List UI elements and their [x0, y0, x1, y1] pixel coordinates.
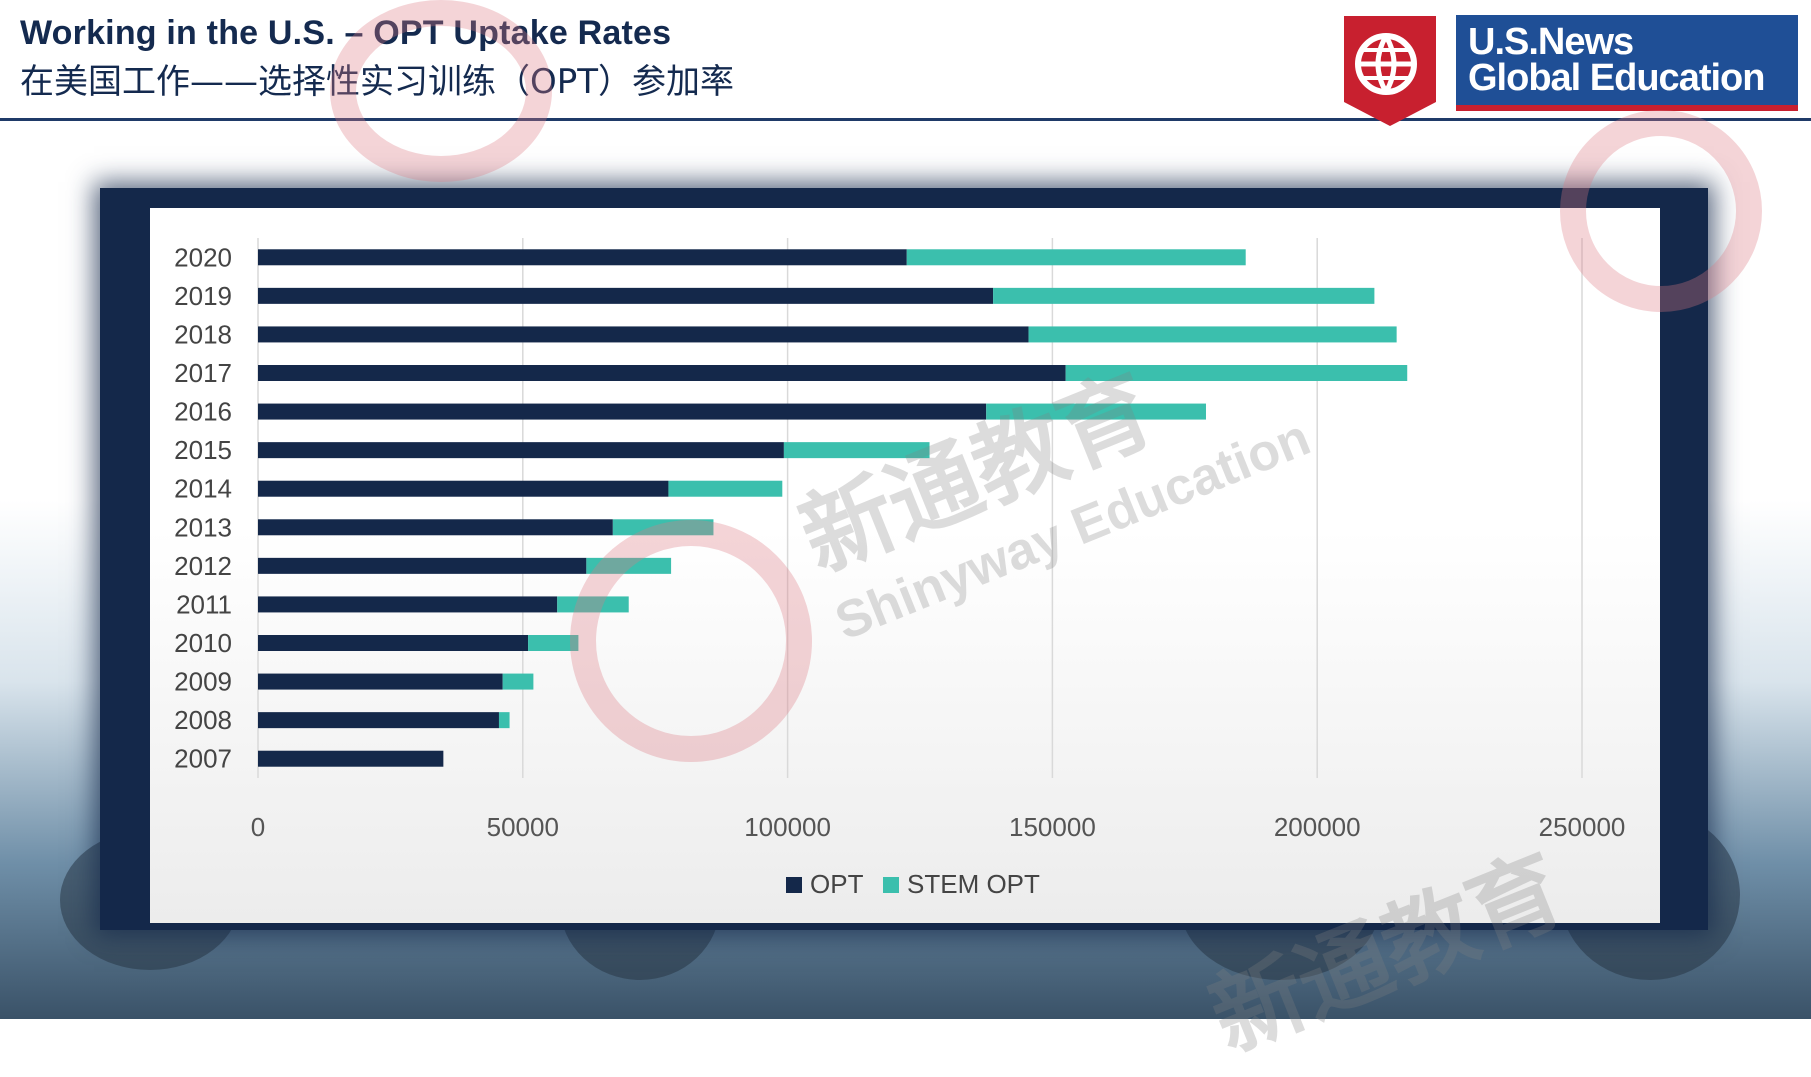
- bar-stem-opt: [498, 712, 510, 729]
- y-tick-label: 2009: [174, 667, 232, 697]
- logo-line-2: Global Education: [1468, 57, 1765, 99]
- legend-label: OPT: [810, 869, 864, 899]
- x-tick-label: 100000: [744, 812, 831, 842]
- bar-stem-opt: [557, 596, 629, 613]
- bar-opt: [258, 249, 907, 266]
- bar-opt: [258, 750, 444, 767]
- x-tick-label: 0: [251, 812, 265, 842]
- bar-opt: [258, 480, 669, 497]
- bar-opt: [258, 635, 529, 651]
- x-tick-label: 150000: [1009, 812, 1096, 842]
- y-tick-label: 2008: [174, 705, 232, 735]
- x-tick-label: 200000: [1274, 812, 1361, 842]
- bar-opt: [258, 365, 1066, 381]
- logo-underline: [1456, 105, 1798, 111]
- bar-stem-opt: [528, 635, 579, 651]
- bar-opt: [258, 557, 587, 574]
- x-tick-label: 250000: [1539, 812, 1626, 842]
- bar-stem-opt: [986, 403, 1206, 420]
- bar-opt: [258, 712, 499, 729]
- bar-stem-opt: [783, 442, 930, 459]
- legend-label: STEM OPT: [907, 869, 1040, 899]
- bar-stem-opt: [668, 480, 783, 497]
- x-tick-label: 50000: [487, 812, 559, 842]
- y-tick-label: 2018: [174, 319, 232, 349]
- bar-stem-opt: [586, 557, 672, 574]
- bar-opt: [258, 326, 1029, 343]
- y-tick-label: 2011: [176, 589, 232, 619]
- bar-stem-opt: [1028, 326, 1397, 343]
- y-tick-label: 2019: [174, 281, 232, 311]
- chart-panel: 0 50000 100000 150000 200000 250000 2020 2019 20…: [150, 208, 1660, 923]
- slide-header: Working in the U.S. – OPT Uptake Rates 在…: [0, 0, 1811, 126]
- usnews-logo-wordmark: U.S.News Global Education: [1456, 15, 1798, 111]
- logo-line-1: U.S.News: [1468, 21, 1634, 63]
- y-tick-label: 2015: [174, 435, 232, 465]
- bar-opt: [258, 442, 784, 459]
- bar-opt: [258, 673, 503, 690]
- usnews-logo: U.S.News Global Education: [1340, 12, 1800, 130]
- bar-opt: [258, 403, 987, 420]
- y-tick-label: 2016: [174, 397, 232, 427]
- bar-stem-opt: [993, 287, 1375, 304]
- slide-title-chinese: 在美国工作——选择性实习训练（OPT）参加率: [20, 62, 735, 102]
- y-tick-label: 2014: [174, 474, 232, 504]
- bar-opt: [258, 519, 613, 536]
- legend-swatch: [883, 877, 899, 893]
- legend-swatch: [786, 877, 802, 893]
- y-tick-label: 2012: [174, 551, 232, 581]
- y-tick-label: 2007: [174, 744, 232, 774]
- y-tick-label: 2013: [174, 512, 232, 542]
- bar-opt: [258, 287, 994, 304]
- y-tick-label: 2010: [174, 628, 232, 658]
- bar-stem-opt: [906, 249, 1246, 266]
- bar-stem-opt: [502, 673, 534, 690]
- opt-uptake-chart: 0 50000 100000 150000 200000 250000 2020 2019 20…: [174, 238, 1626, 899]
- y-tick-label: 2020: [174, 242, 232, 272]
- bar-stem-opt: [1065, 365, 1408, 381]
- y-tick-label: 2017: [174, 358, 232, 388]
- slide-title-english: Working in the U.S. – OPT Uptake Rates: [20, 14, 672, 52]
- bar-opt: [258, 596, 558, 613]
- globe-shield-icon: [1344, 16, 1436, 126]
- bar-stem-opt: [612, 519, 714, 536]
